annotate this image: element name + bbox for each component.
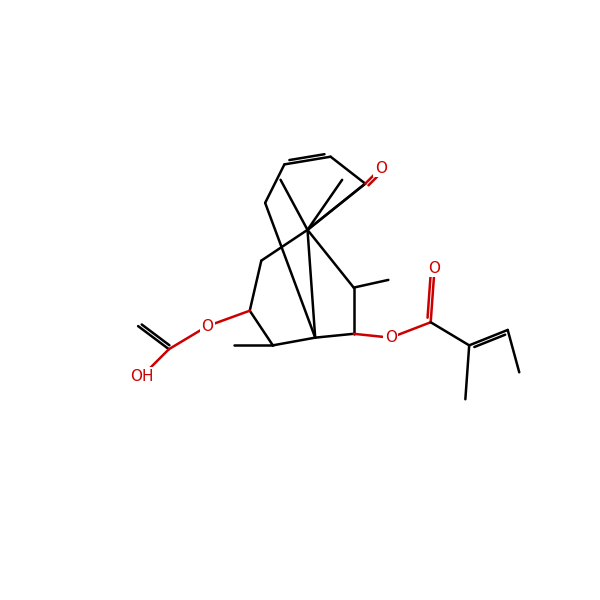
Text: O: O <box>385 330 397 345</box>
Text: O: O <box>428 261 440 276</box>
Text: OH: OH <box>130 368 154 383</box>
Text: O: O <box>202 319 214 334</box>
Text: O: O <box>374 161 386 176</box>
